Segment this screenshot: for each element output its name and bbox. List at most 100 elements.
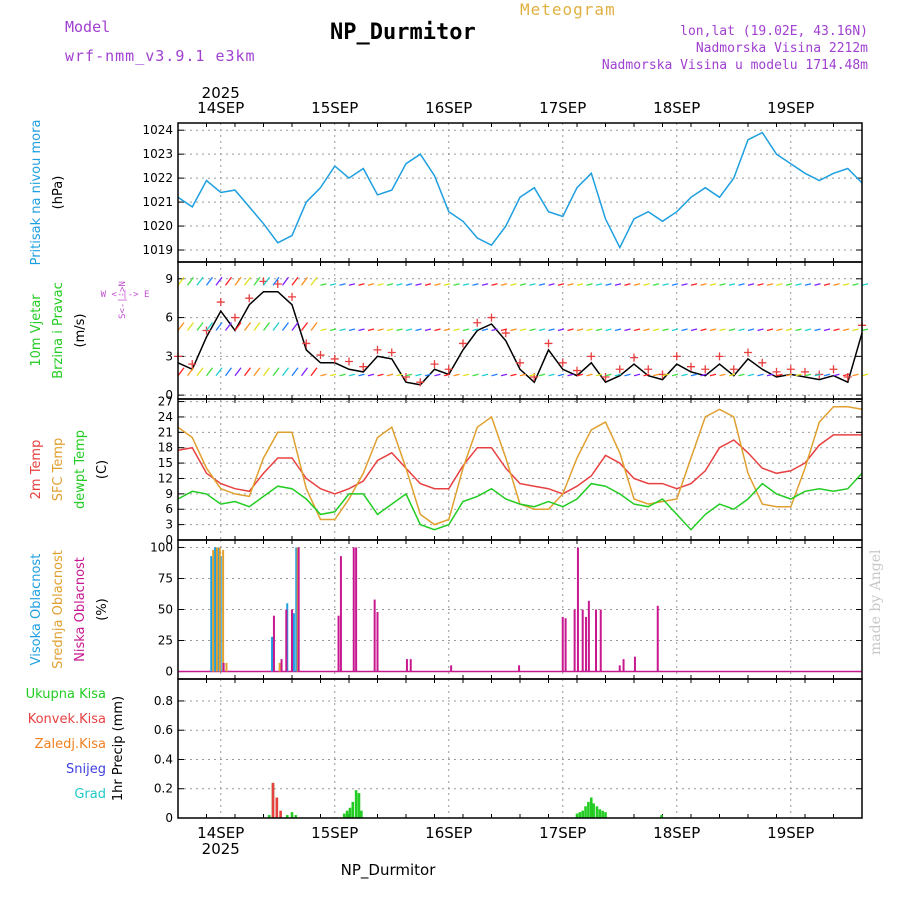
wind-barb — [348, 283, 356, 286]
wind-barb — [462, 373, 470, 377]
gust-marker — [416, 378, 425, 387]
wind-barb — [576, 328, 584, 332]
bar-precip — [598, 809, 602, 818]
wind-barb — [624, 283, 631, 286]
wind-barb — [671, 373, 679, 377]
bar-clouds — [339, 556, 342, 672]
gust-marker — [216, 298, 225, 307]
wind-barb — [453, 283, 460, 286]
wind-barb — [567, 328, 574, 332]
day-label-bottom: 15SEP — [311, 824, 358, 842]
wind-barb — [377, 283, 384, 286]
wind-barb — [557, 283, 565, 286]
bar-clouds — [633, 656, 636, 672]
y-tick-label: 0 — [165, 388, 173, 402]
series-line-pressure — [177, 131, 863, 250]
y-tick-label: 9 — [165, 487, 173, 501]
wind-barb — [842, 283, 850, 286]
bar-clouds — [292, 613, 295, 672]
gust-marker — [316, 351, 325, 360]
wind-barb — [339, 373, 346, 377]
day-label-top: 19SEP — [767, 99, 814, 117]
wind-barb — [348, 328, 356, 332]
y-tick-label: 24 — [158, 410, 173, 424]
wind-barb — [548, 328, 555, 332]
bar-precip — [354, 790, 358, 818]
wind-barb — [538, 283, 546, 286]
wind-barb — [595, 283, 603, 286]
wind-barb — [262, 322, 271, 331]
wind-barb — [491, 373, 498, 377]
wind-barb — [300, 322, 309, 331]
wind-barb — [548, 283, 555, 286]
wind-barb — [595, 328, 603, 332]
model-elevation-info: Nadmorska Visina u modelu 1714.48m — [601, 58, 868, 73]
wind-barb — [785, 373, 793, 377]
y-tick-label: 21 — [158, 425, 173, 439]
bar-precip — [348, 807, 352, 818]
wind-barb — [310, 322, 318, 331]
wind-barb — [177, 276, 185, 286]
gust-marker — [758, 358, 767, 367]
y-tick-label: 75 — [158, 571, 173, 585]
wind-barb — [415, 328, 422, 332]
wind-barb — [519, 328, 527, 332]
wind-barb — [652, 373, 660, 377]
wind-barb — [329, 373, 337, 377]
y-tick-label: 3 — [165, 518, 173, 532]
wind-barb — [405, 373, 413, 377]
precip-legend-label: Snijeg — [66, 762, 106, 777]
y-tick-label: 0 — [165, 665, 173, 679]
wind-barb — [215, 322, 223, 331]
y-axis-label: 10m Vjetar — [29, 294, 44, 367]
wind-barb — [709, 373, 717, 377]
wind-barb — [709, 328, 717, 332]
y-axis-label: (C) — [95, 460, 110, 479]
gust-marker — [615, 365, 624, 374]
y-axis-label: 2m Temp — [29, 440, 44, 500]
wind-barb — [690, 283, 698, 286]
bar-clouds — [355, 547, 358, 672]
day-label-bottom: 16SEP — [425, 824, 472, 842]
day-label-top: 15SEP — [311, 99, 358, 117]
wind-barb — [823, 328, 831, 332]
y-tick-label: 6 — [165, 502, 173, 516]
wind-barb — [833, 373, 840, 377]
wind-barb — [243, 276, 252, 286]
gust-marker — [245, 294, 254, 303]
y-tick-label: 6 — [165, 311, 173, 325]
y-tick-label: 0 — [165, 533, 173, 547]
wind-barb — [434, 283, 441, 286]
wind-barb — [557, 373, 565, 377]
gust-marker — [772, 367, 781, 376]
wind-barb — [795, 328, 802, 332]
bar-clouds — [222, 549, 225, 672]
wind-barb — [852, 373, 859, 377]
wind-barb — [757, 373, 764, 377]
precip-legend-label: Ukupna Kisa — [26, 687, 106, 702]
bar-precip — [575, 813, 579, 818]
y-axis-label: Srednja Oblacnost — [51, 550, 66, 669]
series-line-wind — [177, 290, 863, 386]
wind-barb — [415, 283, 422, 286]
gust-marker — [273, 279, 282, 288]
wind-barb — [424, 283, 432, 286]
wind-barb — [281, 367, 290, 377]
wind-barb — [757, 328, 764, 332]
y-tick-label: 50 — [158, 603, 173, 617]
model-label: Model — [65, 18, 111, 36]
wind-barb — [424, 373, 432, 377]
gust-marker — [715, 352, 724, 361]
panel-clouds: 0 25 50 75 100 Visoka Oblacnost Srednja Oblacn… — [29, 539, 863, 680]
wind-barb — [310, 276, 318, 286]
bar-precip — [290, 812, 294, 818]
bar-clouds — [337, 615, 340, 672]
wind-barb — [633, 283, 641, 286]
wind-barb — [681, 328, 688, 332]
gust-marker — [786, 365, 795, 374]
wind-barb — [814, 373, 821, 377]
gust-marker — [288, 292, 296, 301]
wind-barb — [481, 283, 489, 286]
wind-barb — [510, 328, 517, 332]
